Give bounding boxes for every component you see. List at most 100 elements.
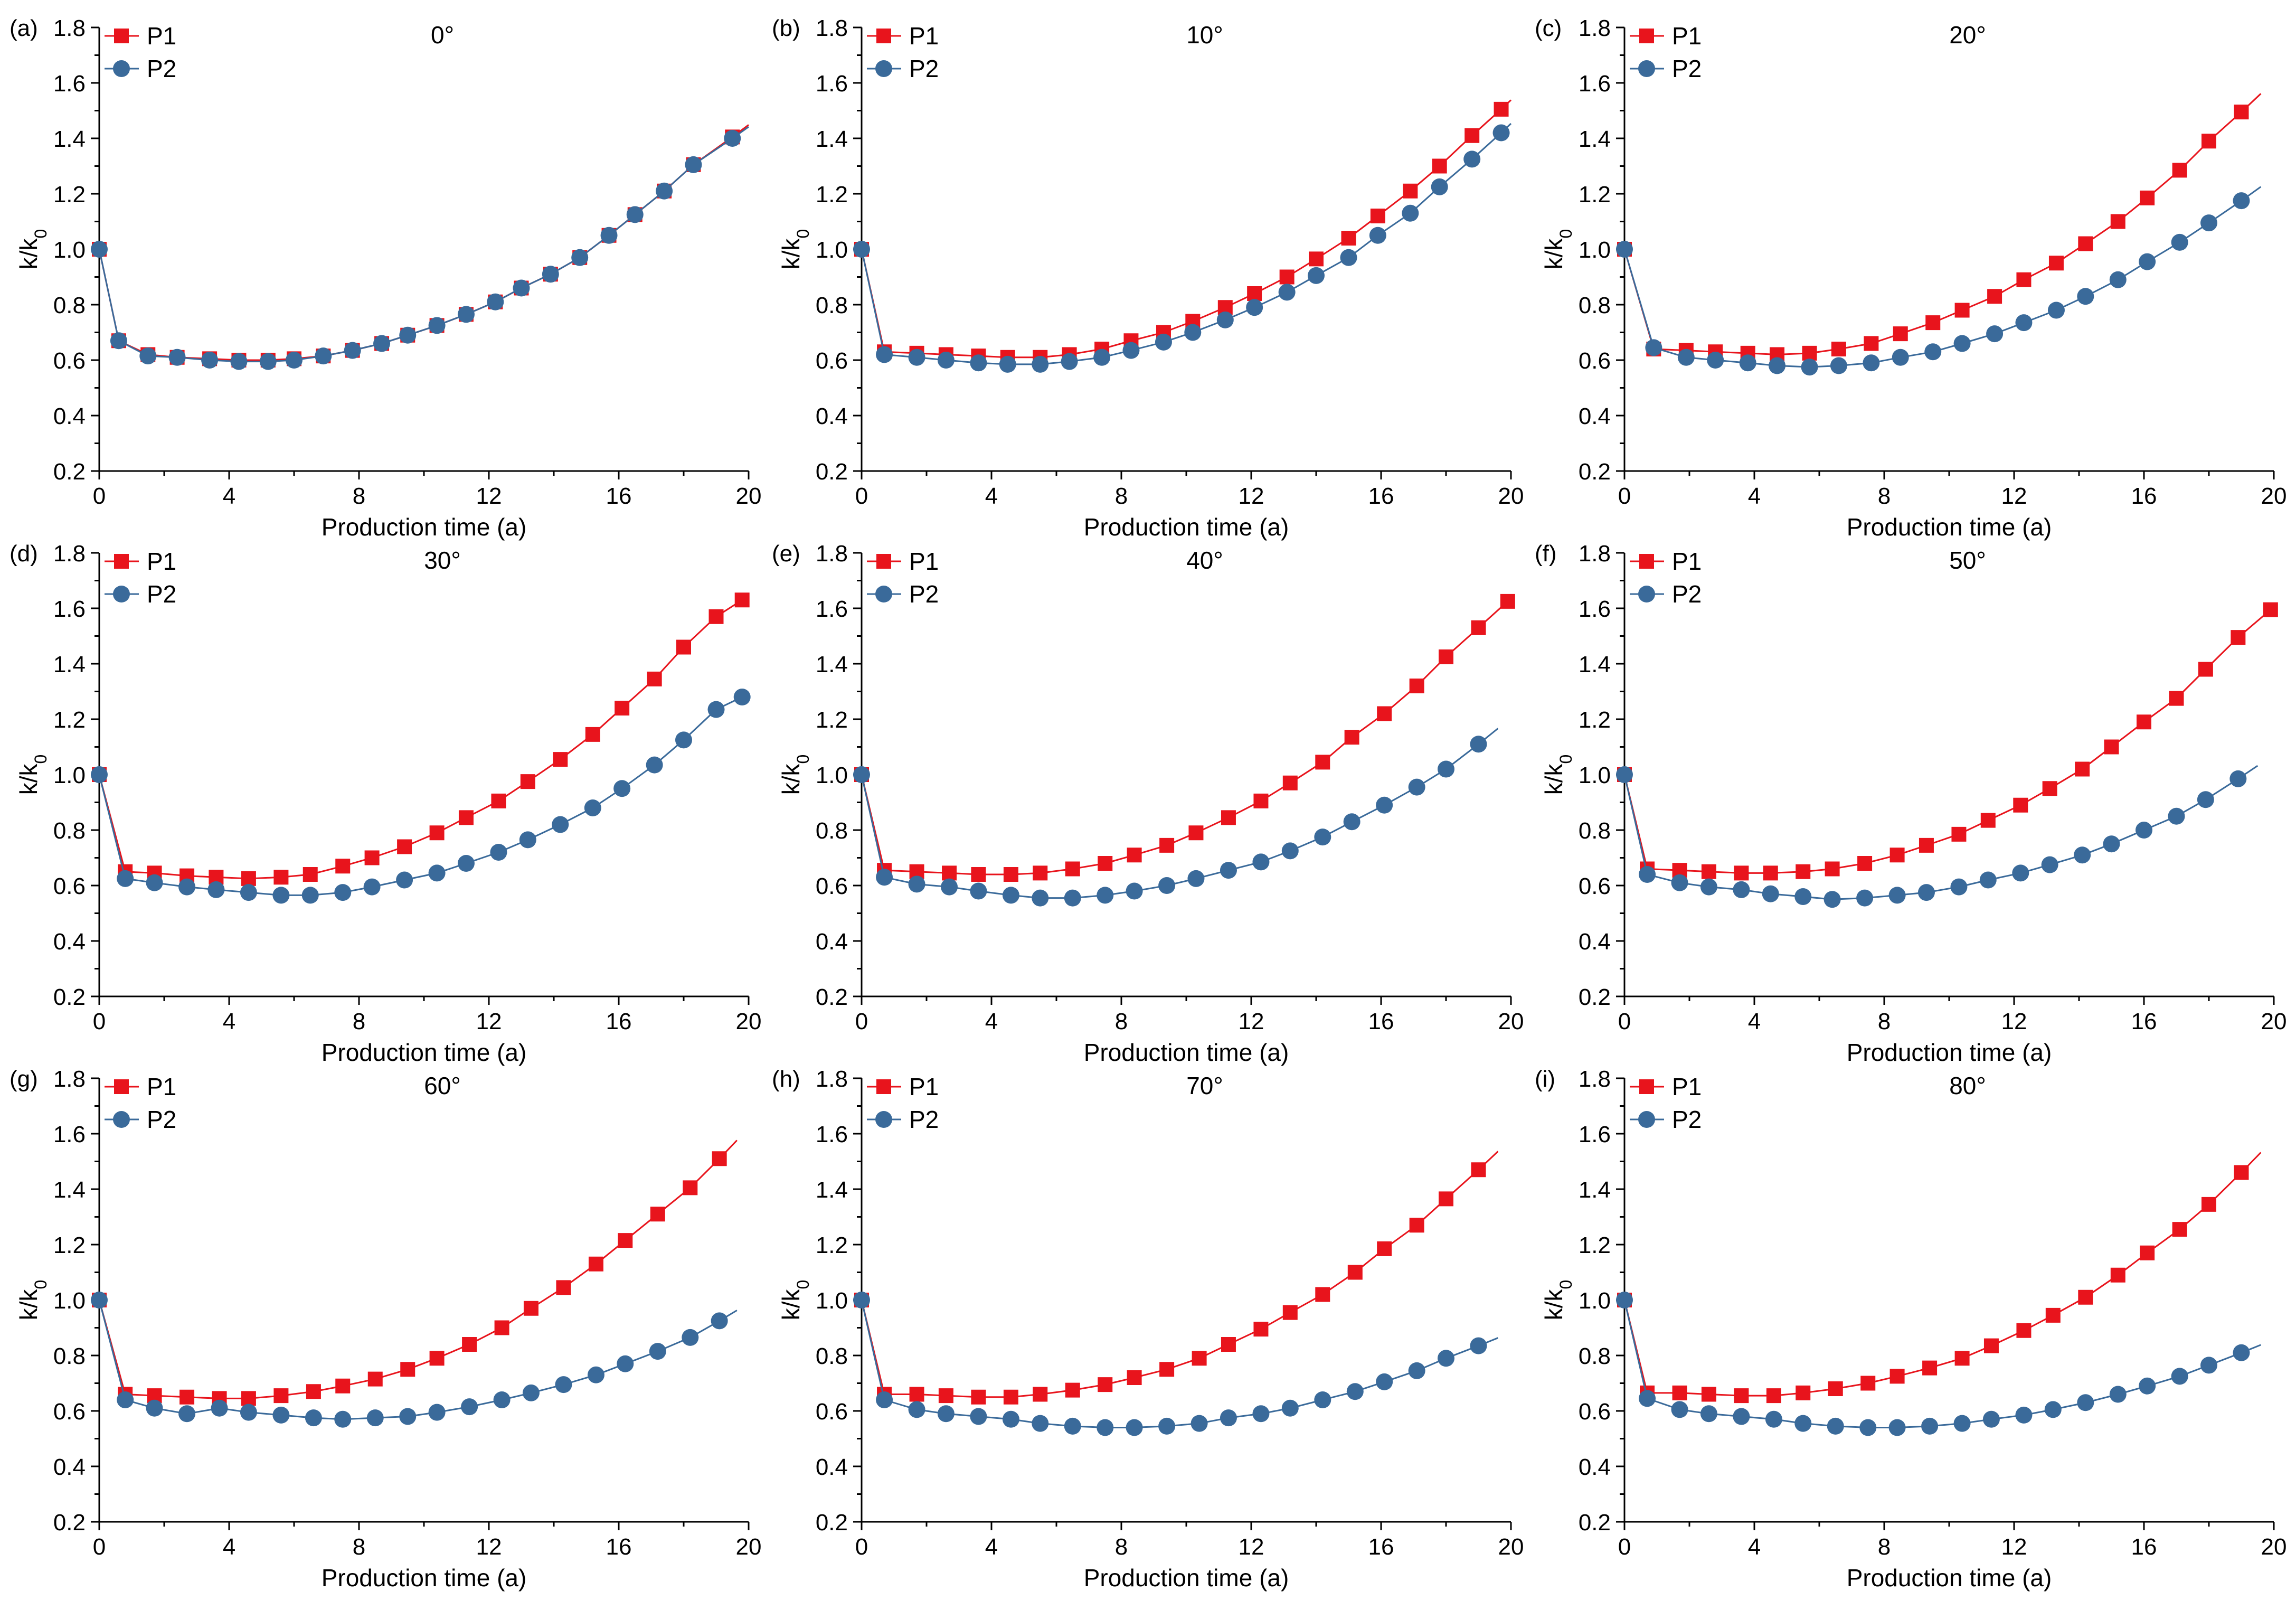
data-point-p2 <box>1827 1417 1844 1435</box>
data-point-p1 <box>1672 1385 1687 1400</box>
y-tick-label: 1.2 <box>1579 1232 1611 1258</box>
series-line-p2 <box>861 1300 1498 1428</box>
data-point-p1 <box>1159 1362 1175 1377</box>
data-point-p2 <box>685 156 702 173</box>
y-tick-label: 0.2 <box>53 1510 86 1536</box>
data-point-p2 <box>1281 1399 1299 1417</box>
data-point-p1 <box>2198 662 2213 677</box>
data-point-p2 <box>1979 871 1997 889</box>
panel-label: (h) <box>772 1066 800 1092</box>
x-tick-label: 12 <box>2001 1009 2027 1034</box>
y-tick-label: 0.4 <box>53 1454 86 1480</box>
data-point-p2 <box>675 731 692 749</box>
data-point-p2 <box>542 266 559 283</box>
data-point-p1 <box>2234 105 2249 120</box>
y-tick-label: 1.0 <box>1579 237 1611 263</box>
y-tick-label: 0.8 <box>816 1343 848 1369</box>
legend-marker-p1 <box>1639 554 1654 569</box>
data-point-p2 <box>428 317 446 334</box>
data-point-p2 <box>1953 1415 1971 1432</box>
x-tick-label: 0 <box>1618 1009 1631 1034</box>
y-axis-title-sub: 0 <box>793 229 812 239</box>
y-tick-label: 0.8 <box>816 293 848 318</box>
x-axis-title: Production time (a) <box>1084 513 1289 541</box>
data-point-p2 <box>1190 1415 1208 1432</box>
data-point-p1 <box>1282 775 1298 790</box>
data-point-p1 <box>2137 714 2151 730</box>
legend-label-p1: P1 <box>909 548 939 575</box>
data-point-p2 <box>1061 353 1078 370</box>
data-point-p2 <box>1982 1410 2000 1428</box>
data-point-p2 <box>1093 349 1111 366</box>
data-point-p2 <box>1801 359 1818 376</box>
data-point-p2 <box>970 354 987 372</box>
data-point-p2 <box>970 1408 987 1425</box>
x-tick-label: 20 <box>1498 1534 1524 1560</box>
data-point-p1 <box>712 1151 727 1166</box>
data-point-p2 <box>571 249 589 266</box>
series-line-p1 <box>1623 1152 2262 1397</box>
data-point-p2 <box>2197 791 2214 808</box>
data-point-p1 <box>2078 1289 2093 1305</box>
data-point-p2 <box>117 1391 134 1408</box>
data-point-p2 <box>555 1376 572 1394</box>
data-point-p2 <box>1953 335 1971 352</box>
x-tick-label: 16 <box>2131 1009 2157 1034</box>
data-point-p1 <box>364 850 380 865</box>
x-tick-label: 16 <box>606 1009 632 1034</box>
y-tick-label: 1.0 <box>816 1288 848 1314</box>
data-point-p1 <box>1033 865 1048 881</box>
angle-label: 70° <box>1186 1072 1223 1099</box>
legend-label-p2: P2 <box>1672 1106 1702 1133</box>
data-point-p1 <box>2016 1323 2032 1338</box>
data-point-p1 <box>2078 236 2093 251</box>
y-tick-label: 1.0 <box>1579 762 1611 788</box>
y-tick-label: 0.8 <box>53 1343 86 1369</box>
data-point-p2 <box>1408 1362 1425 1379</box>
data-point-p2 <box>626 206 644 223</box>
data-point-p2 <box>876 346 893 363</box>
data-point-p2 <box>1155 333 1172 351</box>
x-tick-label: 20 <box>1498 483 1524 509</box>
data-point-p1 <box>2231 630 2246 645</box>
data-point-p2 <box>1308 267 1325 284</box>
data-point-p2 <box>1739 354 1756 372</box>
y-tick-label: 0.2 <box>53 459 86 485</box>
y-tick-label: 0.6 <box>1579 1399 1611 1425</box>
data-point-p1 <box>491 793 506 808</box>
data-point-p2 <box>617 1355 634 1372</box>
data-point-p2 <box>1032 1415 1049 1432</box>
y-axis-title: k/k0 <box>1540 1280 1575 1321</box>
x-tick-label: 20 <box>1498 1009 1524 1034</box>
data-point-p1 <box>2172 1222 2187 1237</box>
panel-c: 0 4 8 12 16 20 0.2 0.4 0.6 0.8 1.0 1.2 1.4 1.6 1.8 Prod… <box>1535 15 2286 541</box>
panel-label: (c) <box>1535 15 1562 41</box>
y-tick-label: 0.4 <box>816 403 848 429</box>
legend-label-p2: P2 <box>909 1106 939 1133</box>
data-point-p1 <box>335 859 351 874</box>
data-point-p1 <box>1701 864 1716 879</box>
data-point-p2 <box>1314 1391 1331 1408</box>
data-point-p2 <box>2103 835 2120 853</box>
series-line-p2 <box>1623 1300 2261 1428</box>
x-tick-label: 0 <box>855 483 868 509</box>
x-tick-label: 12 <box>1239 483 1264 509</box>
x-tick-label: 20 <box>2261 1009 2287 1034</box>
data-point-p1 <box>2201 134 2216 149</box>
data-point-p1 <box>1347 1265 1363 1280</box>
data-point-p1 <box>2042 781 2057 796</box>
data-point-p1 <box>1701 1387 1716 1402</box>
x-tick-label: 4 <box>1748 1009 1761 1034</box>
series-line-p2 <box>98 126 749 363</box>
data-point-p2 <box>1892 349 1909 366</box>
y-axis-title-sub: 0 <box>31 229 50 239</box>
y-axis-title: k/k0 <box>777 229 812 270</box>
data-point-p2 <box>139 347 157 365</box>
data-point-p2 <box>1438 760 1454 778</box>
x-tick-label: 16 <box>2131 483 2157 509</box>
legend-label-p1: P1 <box>1672 1073 1702 1100</box>
data-point-p2 <box>399 326 417 344</box>
x-tick-label: 8 <box>353 483 365 509</box>
data-point-p1 <box>1796 864 1811 879</box>
